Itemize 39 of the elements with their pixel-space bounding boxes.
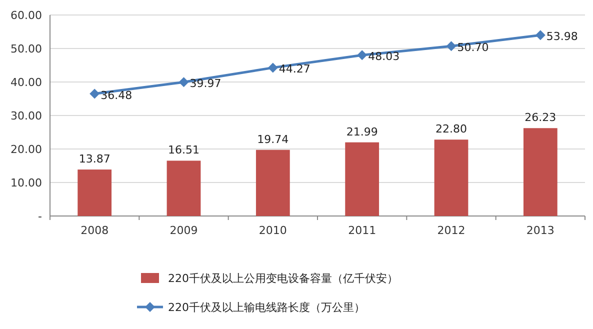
y-tick-label: 10.00 — [10, 176, 42, 190]
y-tick-label: 50.00 — [10, 42, 42, 56]
bar — [434, 140, 468, 216]
data-label: 16.51 — [168, 144, 200, 157]
data-label: 21.99 — [346, 125, 378, 138]
y-tick-label: - — [38, 210, 42, 223]
data-label: 50.70 — [457, 41, 489, 54]
data-label: 26.23 — [524, 111, 556, 124]
x-tick-label: 2008 — [80, 224, 109, 237]
legend-label: 220千伏及以上公用变电设备容量（亿千伏安） — [168, 272, 398, 285]
bar — [256, 150, 290, 216]
x-tick-label: 2013 — [526, 224, 554, 237]
point — [535, 30, 546, 40]
x-tick-label: 2012 — [437, 224, 466, 237]
data-label: 48.03 — [368, 50, 400, 64]
x-tick-label: 2009 — [170, 224, 198, 237]
point — [90, 88, 100, 99]
data-label: 36.48 — [100, 88, 132, 102]
point — [446, 41, 456, 52]
legend-label: 220千伏及以上输电线路长度（万公里） — [168, 301, 365, 314]
data-label: 13.87 — [78, 152, 110, 166]
bar — [345, 142, 380, 216]
y-tick-label: 20.00 — [10, 143, 42, 156]
data-label: 19.74 — [257, 132, 289, 146]
bar — [78, 170, 112, 216]
y-tick-label: 60.00 — [10, 9, 42, 22]
point — [357, 50, 368, 60]
data-label: 44.27 — [278, 62, 310, 76]
y-tick-label: 40.00 — [10, 76, 42, 89]
bar — [166, 160, 201, 216]
data-label: 53.98 — [546, 30, 578, 44]
x-tick-label: 2011 — [348, 224, 376, 237]
data-label: 22.80 — [436, 122, 467, 136]
point — [268, 62, 278, 73]
point — [178, 77, 189, 88]
bar — [523, 128, 558, 216]
x-tick-label: 2010 — [258, 224, 287, 237]
y-tick-label: 30.00 — [10, 110, 42, 122]
data-label: 39.97 — [190, 77, 222, 90]
